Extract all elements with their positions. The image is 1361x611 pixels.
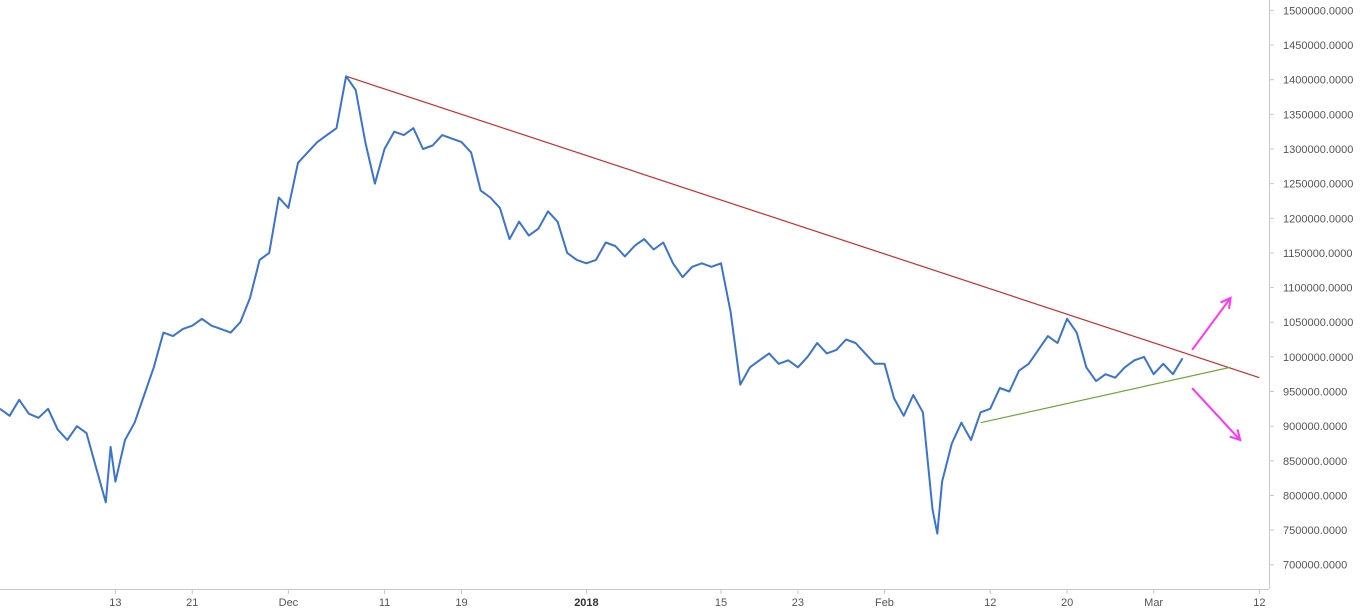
forecast-arrows <box>1191 296 1242 442</box>
y-tick-label: 1400000.0000 <box>1283 75 1353 87</box>
y-axis[interactable]: 1500000.0000 1450000.0000 1400000.0000 1350… <box>1269 0 1353 589</box>
y-tick-label: 850000.0000 <box>1283 456 1347 468</box>
x-tick-label: 21 <box>186 597 198 609</box>
y-tick-label: 800000.0000 <box>1283 490 1347 502</box>
x-tick-label: 23 <box>792 597 804 609</box>
y-tick-label: 1000000.0000 <box>1283 352 1353 364</box>
arrow-shaft-down <box>1191 387 1241 441</box>
x-tick-label: 2018 <box>574 597 598 609</box>
y-tick-label: 1150000.0000 <box>1283 248 1353 260</box>
price-series <box>0 75 1184 535</box>
y-tick-label: 1500000.0000 <box>1283 5 1353 17</box>
trendlines <box>345 75 1260 424</box>
y-tick-label: 950000.0000 <box>1283 387 1347 399</box>
y-tick-label: 1350000.0000 <box>1283 109 1353 121</box>
y-tick-label: 750000.0000 <box>1283 525 1347 537</box>
arrow-head-up <box>1220 296 1232 309</box>
x-tick-label: Feb <box>875 597 894 609</box>
trendline <box>345 75 1260 379</box>
x-tick-label: Mar <box>1144 597 1163 609</box>
y-tick-label: 1450000.0000 <box>1283 40 1353 52</box>
price-line <box>0 75 1184 535</box>
y-tick-label: 1250000.0000 <box>1283 179 1353 191</box>
arrow-shaft-up <box>1191 297 1232 351</box>
x-tick-label: 19 <box>455 597 467 609</box>
y-tick-label: 700000.0000 <box>1283 560 1347 572</box>
y-tick-label: 1200000.0000 <box>1283 213 1353 225</box>
y-tick-label: 900000.0000 <box>1283 421 1347 433</box>
y-tick-label: 1300000.0000 <box>1283 144 1353 156</box>
y-tick-label: 1100000.0000 <box>1283 283 1353 295</box>
x-tick-label: 13 <box>109 597 121 609</box>
x-tick-label: 12 <box>984 597 996 609</box>
x-tick-label: Dec <box>279 597 299 609</box>
x-tick-label: 12 <box>1253 597 1265 609</box>
trendline <box>980 366 1231 424</box>
x-axis[interactable]: 13 21 Dec 11 19 2018 15 23 Feb 12 20 Mar 12 <box>0 589 1269 609</box>
x-tick-label: 20 <box>1061 597 1073 609</box>
x-tick-label: 11 <box>379 597 390 609</box>
arrow-head-down <box>1229 429 1242 442</box>
x-tick-label: 15 <box>715 597 727 609</box>
y-tick-label: 1050000.0000 <box>1283 317 1353 329</box>
